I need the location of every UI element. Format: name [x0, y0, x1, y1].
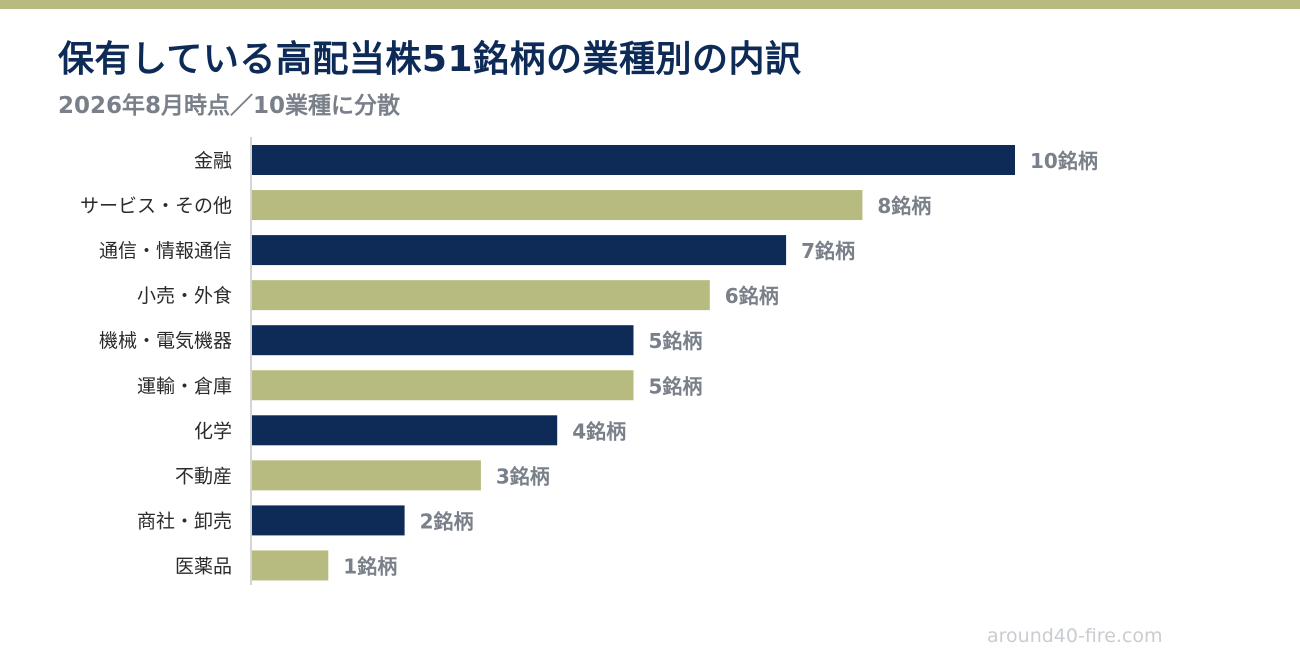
bar: [252, 280, 710, 311]
category-label: 医薬品: [175, 555, 232, 577]
bar: [252, 505, 405, 536]
site-watermark: around40-fire.com: [987, 625, 1163, 647]
value-label: 10銘柄: [1030, 149, 1098, 173]
bar: [252, 550, 329, 581]
chart-subtitle: 2026年8月時点／10業種に分散: [58, 93, 401, 119]
top-accent-stripe: [0, 0, 1300, 9]
category-label: 小売・外食: [137, 285, 232, 307]
bar: [252, 415, 558, 446]
category-label: 不動産: [175, 465, 232, 487]
value-label: 5銘柄: [649, 329, 703, 353]
value-label: 2銘柄: [420, 509, 474, 533]
value-label: 7銘柄: [801, 239, 855, 263]
bar: [252, 460, 481, 491]
category-label: 運輸・倉庫: [137, 375, 232, 397]
category-label: 商社・卸売: [137, 510, 232, 532]
chart-title: 保有している高配当株51銘柄の業種別の内訳: [58, 39, 802, 80]
bar: [252, 325, 634, 356]
category-label: 通信・情報通信: [99, 240, 232, 262]
value-label: 8銘柄: [877, 194, 931, 218]
value-label: 1銘柄: [343, 554, 397, 578]
bar: [252, 370, 634, 401]
category-label: 機械・電気機器: [99, 330, 232, 352]
bar: [252, 235, 787, 266]
value-label: 4銘柄: [572, 419, 626, 443]
bar: [252, 190, 863, 221]
category-label: 金融: [194, 150, 232, 172]
value-label: 5銘柄: [649, 374, 703, 398]
category-label: 化学: [194, 420, 232, 442]
value-label: 3銘柄: [496, 464, 550, 488]
value-label: 6銘柄: [725, 284, 779, 308]
category-label: サービス・その他: [80, 195, 232, 217]
bar: [252, 145, 1015, 175]
